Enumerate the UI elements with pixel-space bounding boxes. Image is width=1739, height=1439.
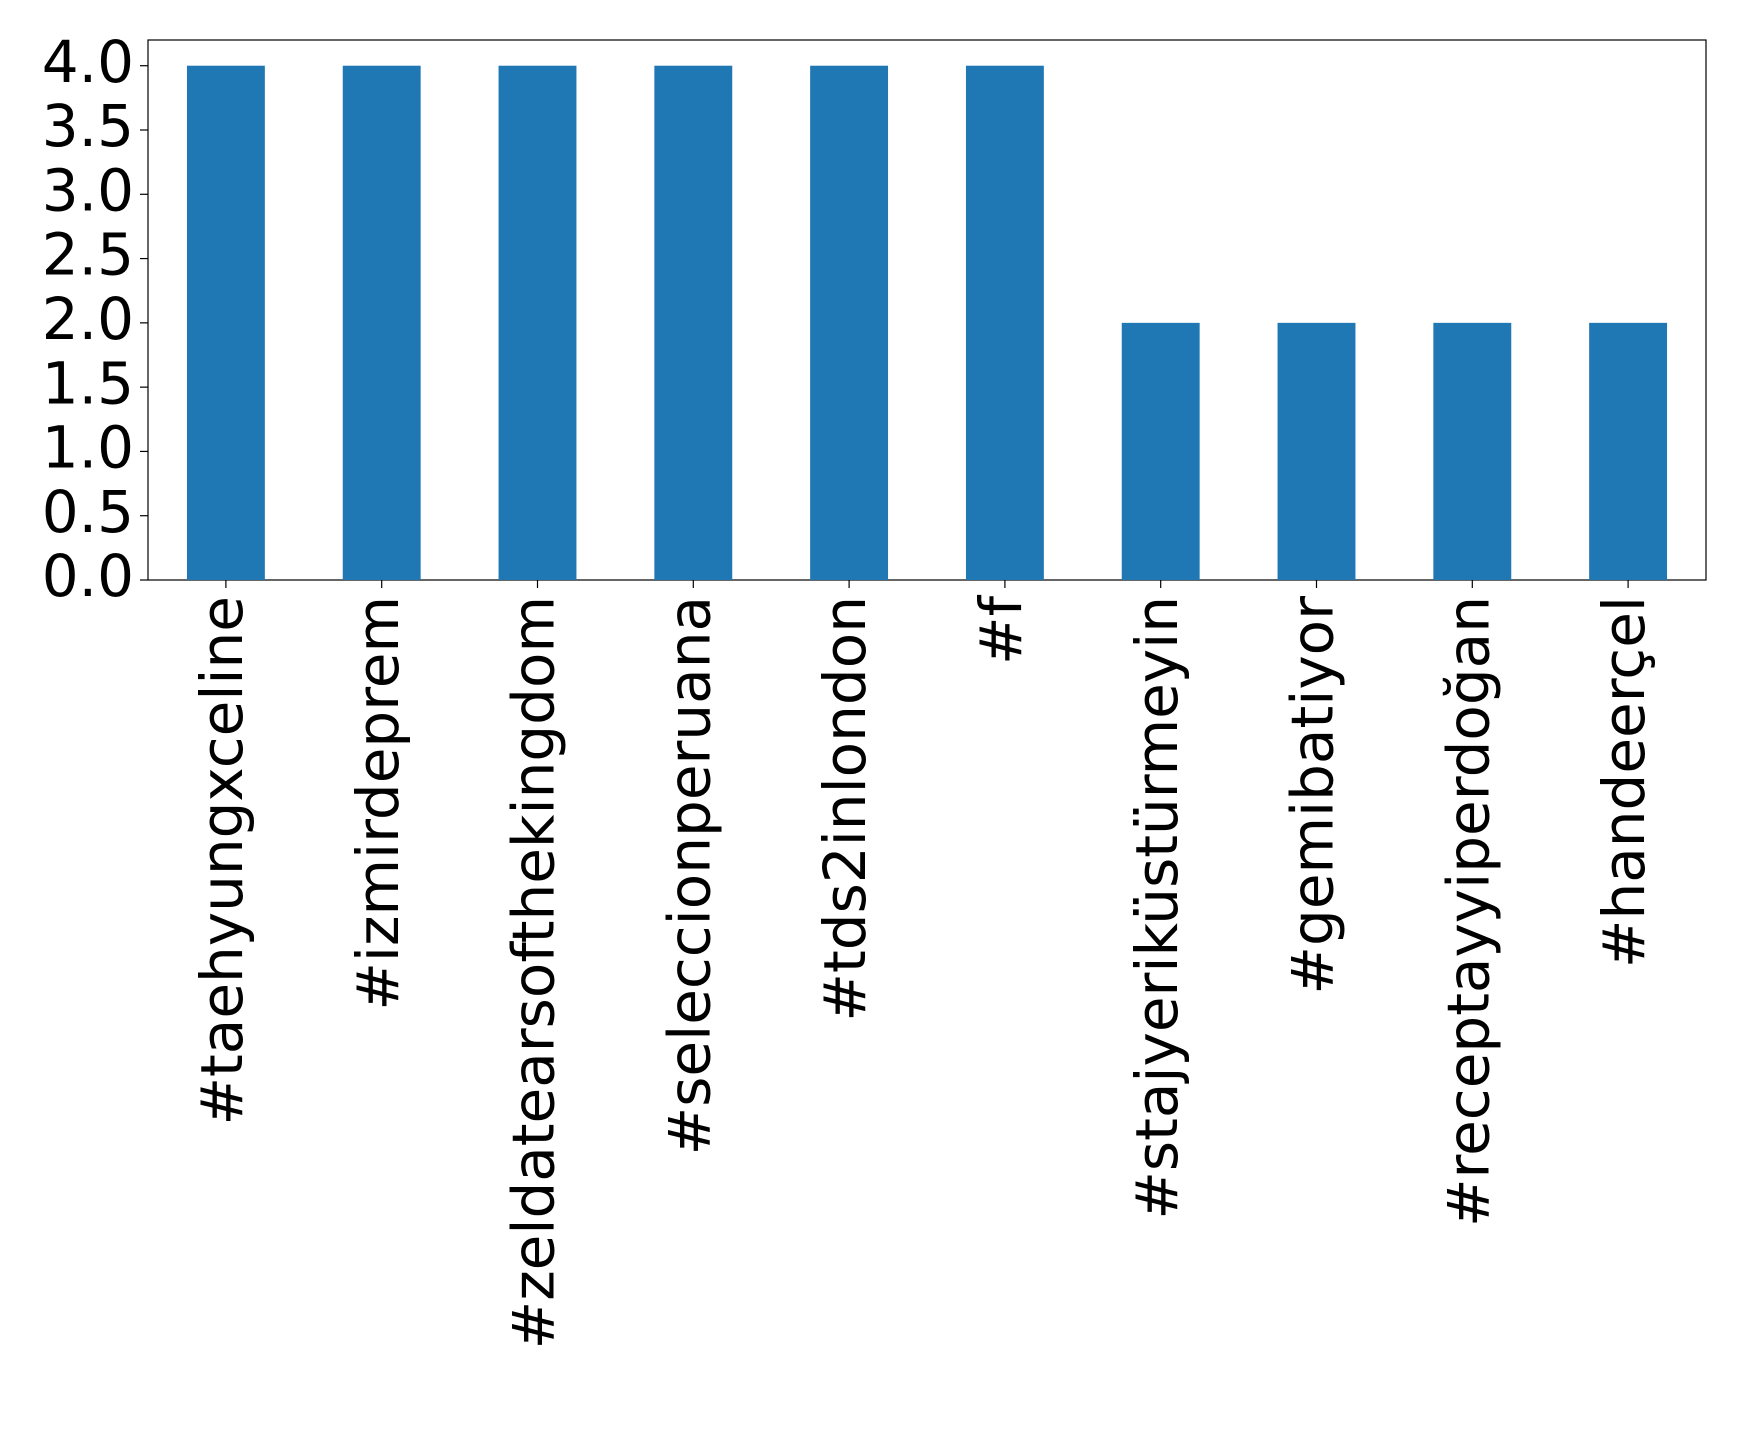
- y-tick-label: 2.5: [42, 221, 134, 289]
- y-tick-label: 4.0: [42, 28, 134, 96]
- y-tick-label: 1.5: [42, 349, 134, 417]
- bar: [965, 65, 1044, 580]
- bar: [1121, 322, 1200, 580]
- bar: [1433, 322, 1512, 580]
- bar: [654, 65, 733, 580]
- plot-frame: [147, 39, 1707, 581]
- bar: [342, 65, 421, 580]
- x-tick-label: #handeerçel: [1590, 596, 1658, 968]
- bar: [498, 65, 577, 580]
- bar: [186, 65, 265, 580]
- y-tick-label: 1.0: [42, 414, 134, 482]
- x-tick-label: #gemibatiyor: [1279, 596, 1347, 995]
- x-tick-label: #receptayyiperdoğan: [1434, 596, 1502, 1227]
- y-tick-label: 3.0: [42, 156, 134, 224]
- x-tick-label: #taehyungxceline: [188, 596, 256, 1126]
- bar: [810, 65, 889, 580]
- bar: [1277, 322, 1356, 580]
- x-tick-label: #tds2inlondon: [811, 596, 879, 1022]
- y-tick-label: 0.5: [42, 478, 134, 546]
- x-tick-label: #izmirdeprem: [344, 596, 412, 1011]
- bar: [1589, 322, 1668, 580]
- x-tick-label: #stajyeriküstürmeyin: [1123, 596, 1191, 1220]
- x-tick-label: #seleccionperuana: [655, 596, 723, 1155]
- y-tick-label: 3.5: [42, 92, 134, 160]
- y-tick-label: 0.0: [42, 542, 134, 610]
- x-tick-label: #f: [967, 594, 1035, 665]
- y-tick-label: 2.0: [42, 285, 134, 353]
- x-tick-label: #zeldatearsofthekingdom: [500, 596, 568, 1349]
